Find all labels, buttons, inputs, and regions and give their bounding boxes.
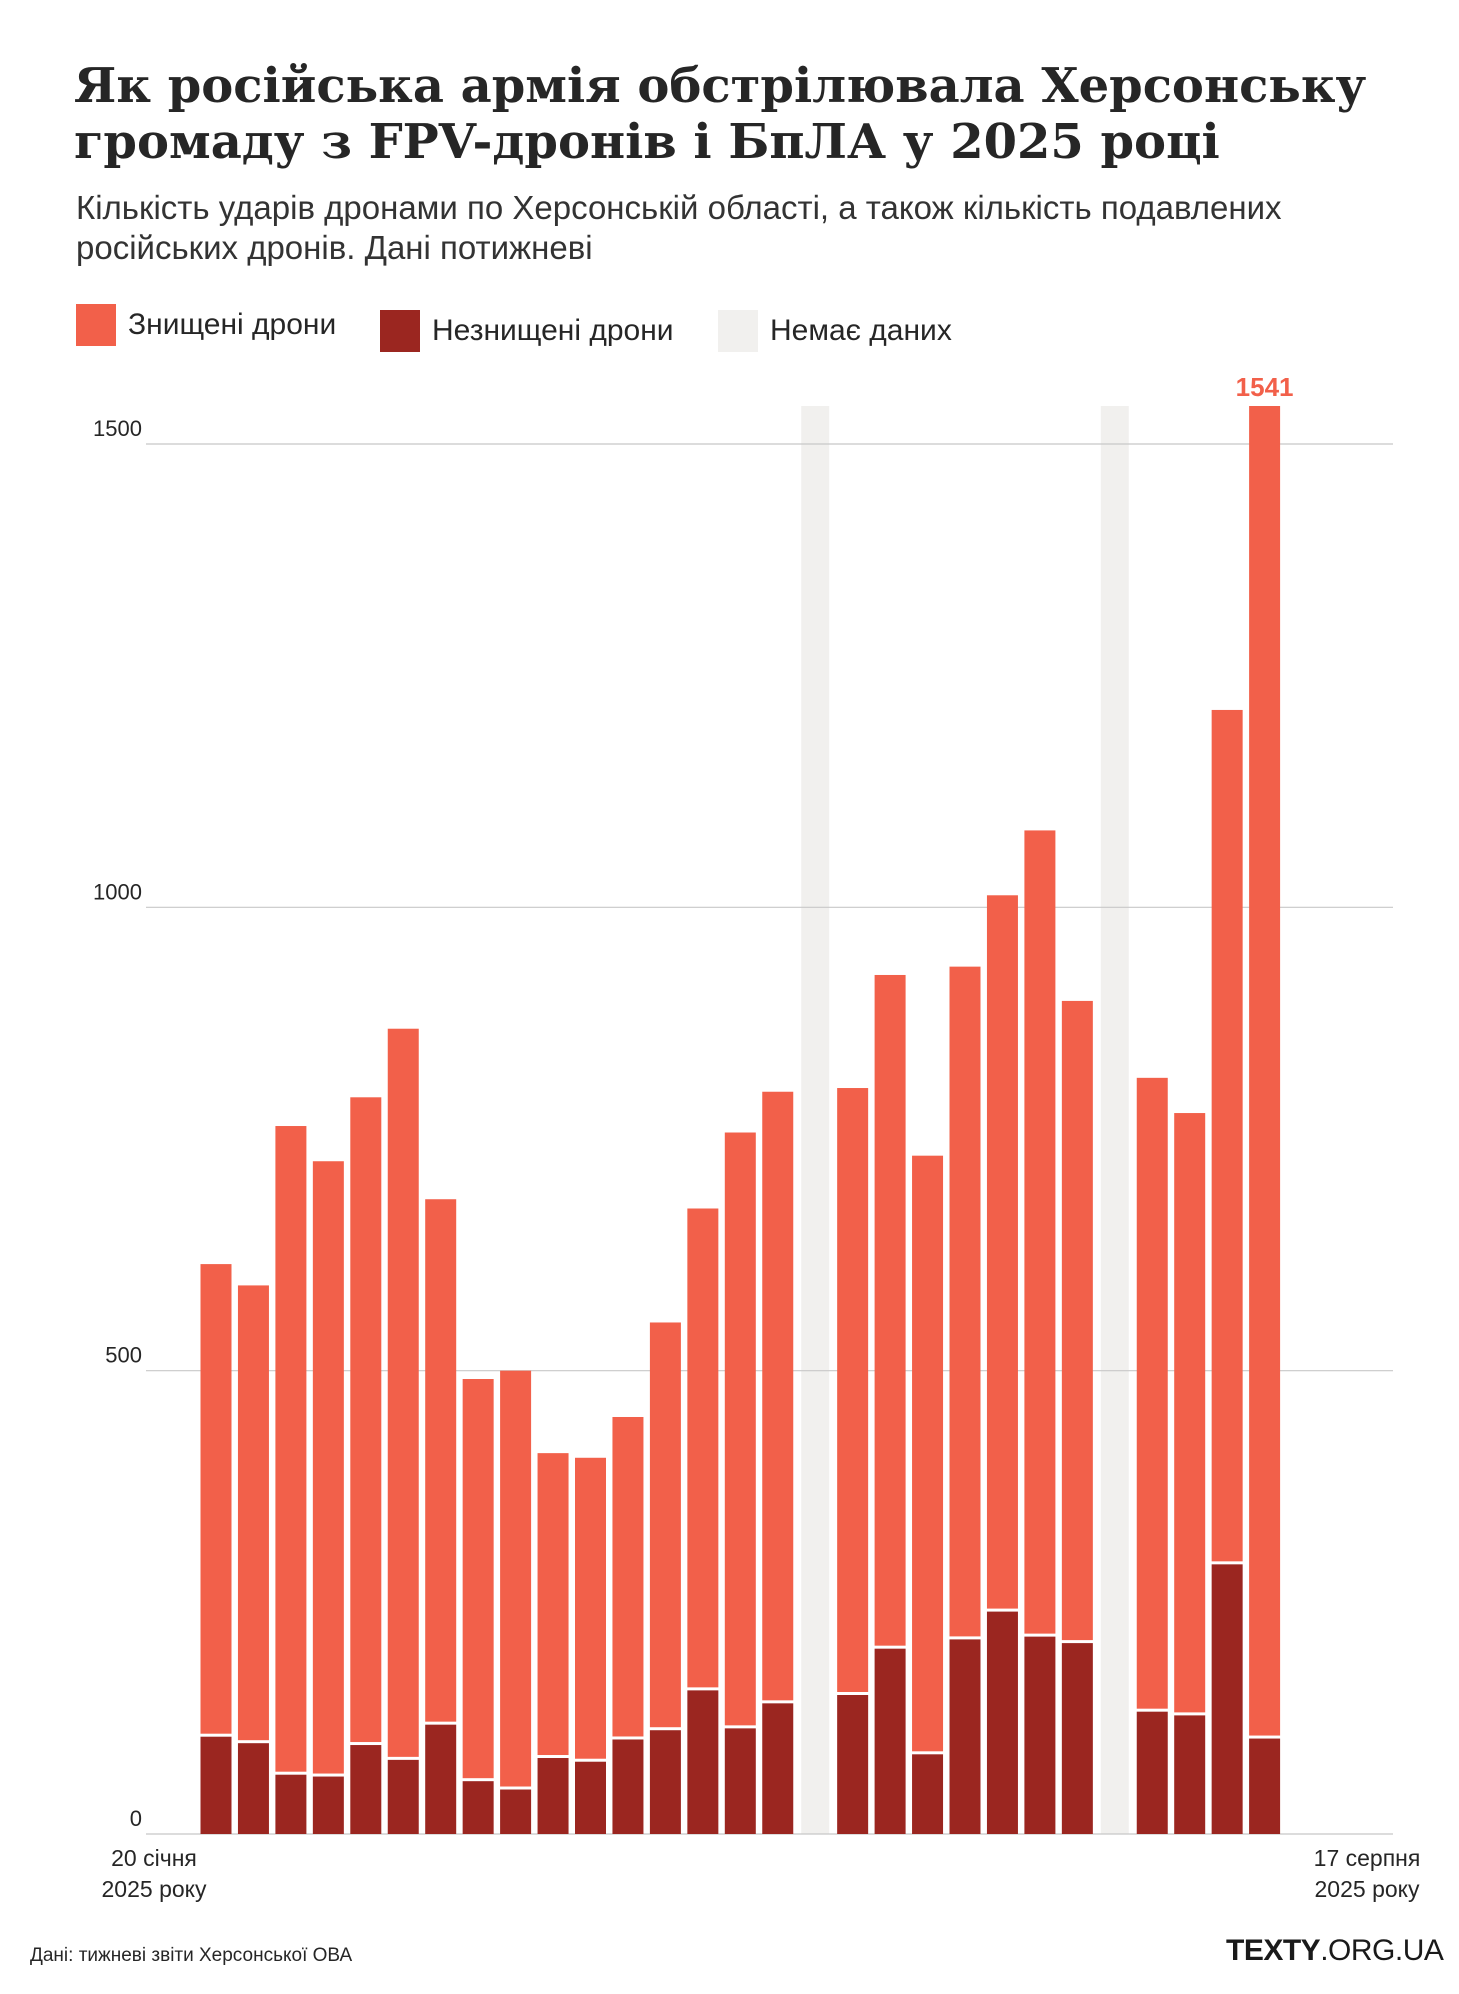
- bar-not-destroyed: [1024, 1636, 1056, 1834]
- legend-item-no-data: Немає даних: [718, 308, 952, 354]
- bar-not-destroyed: [649, 1730, 681, 1834]
- axis-labels: 0 500 1000 1500 1541 20 січня 2025 року 17 серп…: [93, 372, 1420, 1902]
- bar-destroyed: [1136, 1077, 1168, 1709]
- bar-not-destroyed: [387, 1759, 419, 1834]
- bar-not-destroyed: [612, 1739, 644, 1834]
- bar-not-destroyed: [874, 1648, 906, 1834]
- bar-not-destroyed: [537, 1758, 569, 1834]
- bar-destroyed: [387, 1028, 419, 1757]
- x-start-date-label: 2025 року: [102, 1876, 207, 1902]
- bar-destroyed: [500, 1370, 532, 1787]
- bar-not-destroyed: [350, 1745, 382, 1834]
- bar-destroyed: [986, 895, 1018, 1609]
- bar-destroyed: [1249, 406, 1281, 1736]
- bar-destroyed: [612, 1416, 644, 1737]
- bar-destroyed: [312, 1161, 344, 1774]
- logo-bold: TEXTY: [1226, 1934, 1321, 1967]
- bar-destroyed: [350, 1097, 382, 1743]
- peak-value-label: 1541: [1236, 372, 1294, 402]
- bar-not-destroyed: [275, 1774, 307, 1834]
- y-tick-label: 0: [130, 1806, 142, 1831]
- legend-swatch-not-destroyed: [380, 310, 420, 352]
- bar-destroyed: [874, 974, 906, 1646]
- bar-not-destroyed: [425, 1724, 457, 1834]
- no-data-band: [1100, 406, 1129, 1834]
- bar-destroyed: [724, 1132, 756, 1726]
- y-tick-label: 500: [105, 1343, 142, 1368]
- bar-destroyed: [1211, 709, 1243, 1562]
- bar-destroyed: [1174, 1113, 1206, 1713]
- x-end-date-label: 17 серпня: [1314, 1845, 1421, 1871]
- legend-label-not-destroyed: Незнищені дрони: [432, 314, 674, 347]
- legend-label-destroyed: Знищені дрони: [128, 308, 337, 341]
- bar-not-destroyed: [1174, 1715, 1206, 1834]
- bar-not-destroyed: [312, 1776, 344, 1834]
- bar-destroyed: [200, 1264, 232, 1734]
- no-data-bands: [801, 406, 1129, 1834]
- bar-destroyed: [762, 1091, 794, 1701]
- bar-destroyed: [912, 1155, 944, 1752]
- y-tick-label: 1000: [93, 879, 142, 904]
- bar-destroyed: [687, 1208, 719, 1688]
- bar-destroyed: [275, 1126, 307, 1772]
- bar-not-destroyed: [500, 1789, 532, 1834]
- source-note: Дані: тижневі звіти Херсонської ОВА: [30, 1945, 353, 1966]
- bar-destroyed: [837, 1088, 869, 1692]
- legend-item-destroyed: Знищені дрони: [76, 302, 336, 348]
- bar-destroyed: [949, 966, 981, 1637]
- chart-title: Як російська армія обстрілювала Херсонсь…: [74, 58, 1367, 170]
- bar-not-destroyed: [837, 1694, 869, 1834]
- legend-item-not-destroyed: Незнищені дрони: [380, 308, 674, 354]
- bar-not-destroyed: [724, 1728, 756, 1834]
- logo-rest: .ORG.UA: [1320, 1934, 1444, 1967]
- x-start-date-label: 20 січня: [111, 1845, 197, 1871]
- bar-destroyed: [237, 1285, 269, 1741]
- bar-not-destroyed: [1061, 1643, 1093, 1834]
- x-end-date-label: 2025 року: [1315, 1876, 1420, 1902]
- bar-not-destroyed: [462, 1781, 494, 1834]
- bar-not-destroyed: [762, 1703, 794, 1834]
- legend-swatch-no-data: [718, 310, 758, 352]
- bar-not-destroyed: [687, 1690, 719, 1834]
- bar-destroyed: [1024, 830, 1056, 1634]
- no-data-band: [801, 406, 830, 1834]
- legend-swatch-destroyed: [76, 304, 116, 346]
- texty-logo[interactable]: TEXTY.ORG.UA: [1226, 1934, 1444, 1968]
- bar-destroyed: [425, 1199, 457, 1722]
- bar-not-destroyed: [912, 1754, 944, 1834]
- bar-not-destroyed: [1249, 1738, 1281, 1834]
- bar-destroyed: [462, 1379, 494, 1779]
- chart-subtitle: Кількість ударів дронами по Херсонській …: [76, 189, 1282, 266]
- bar-destroyed: [575, 1457, 606, 1759]
- bar-destroyed: [1061, 1000, 1093, 1641]
- bar-destroyed: [649, 1322, 681, 1728]
- bar-not-destroyed: [1211, 1564, 1243, 1834]
- bar-not-destroyed: [237, 1743, 269, 1834]
- bar-not-destroyed: [986, 1611, 1018, 1834]
- bars: [200, 406, 1281, 1834]
- bar-not-destroyed: [949, 1639, 981, 1834]
- bar-destroyed: [537, 1453, 569, 1756]
- bar-not-destroyed: [200, 1736, 232, 1834]
- bar-not-destroyed: [1136, 1711, 1168, 1834]
- legend-label-no-data: Немає даних: [770, 314, 952, 347]
- y-tick-label: 1500: [93, 416, 142, 441]
- bar-not-destroyed: [575, 1761, 606, 1834]
